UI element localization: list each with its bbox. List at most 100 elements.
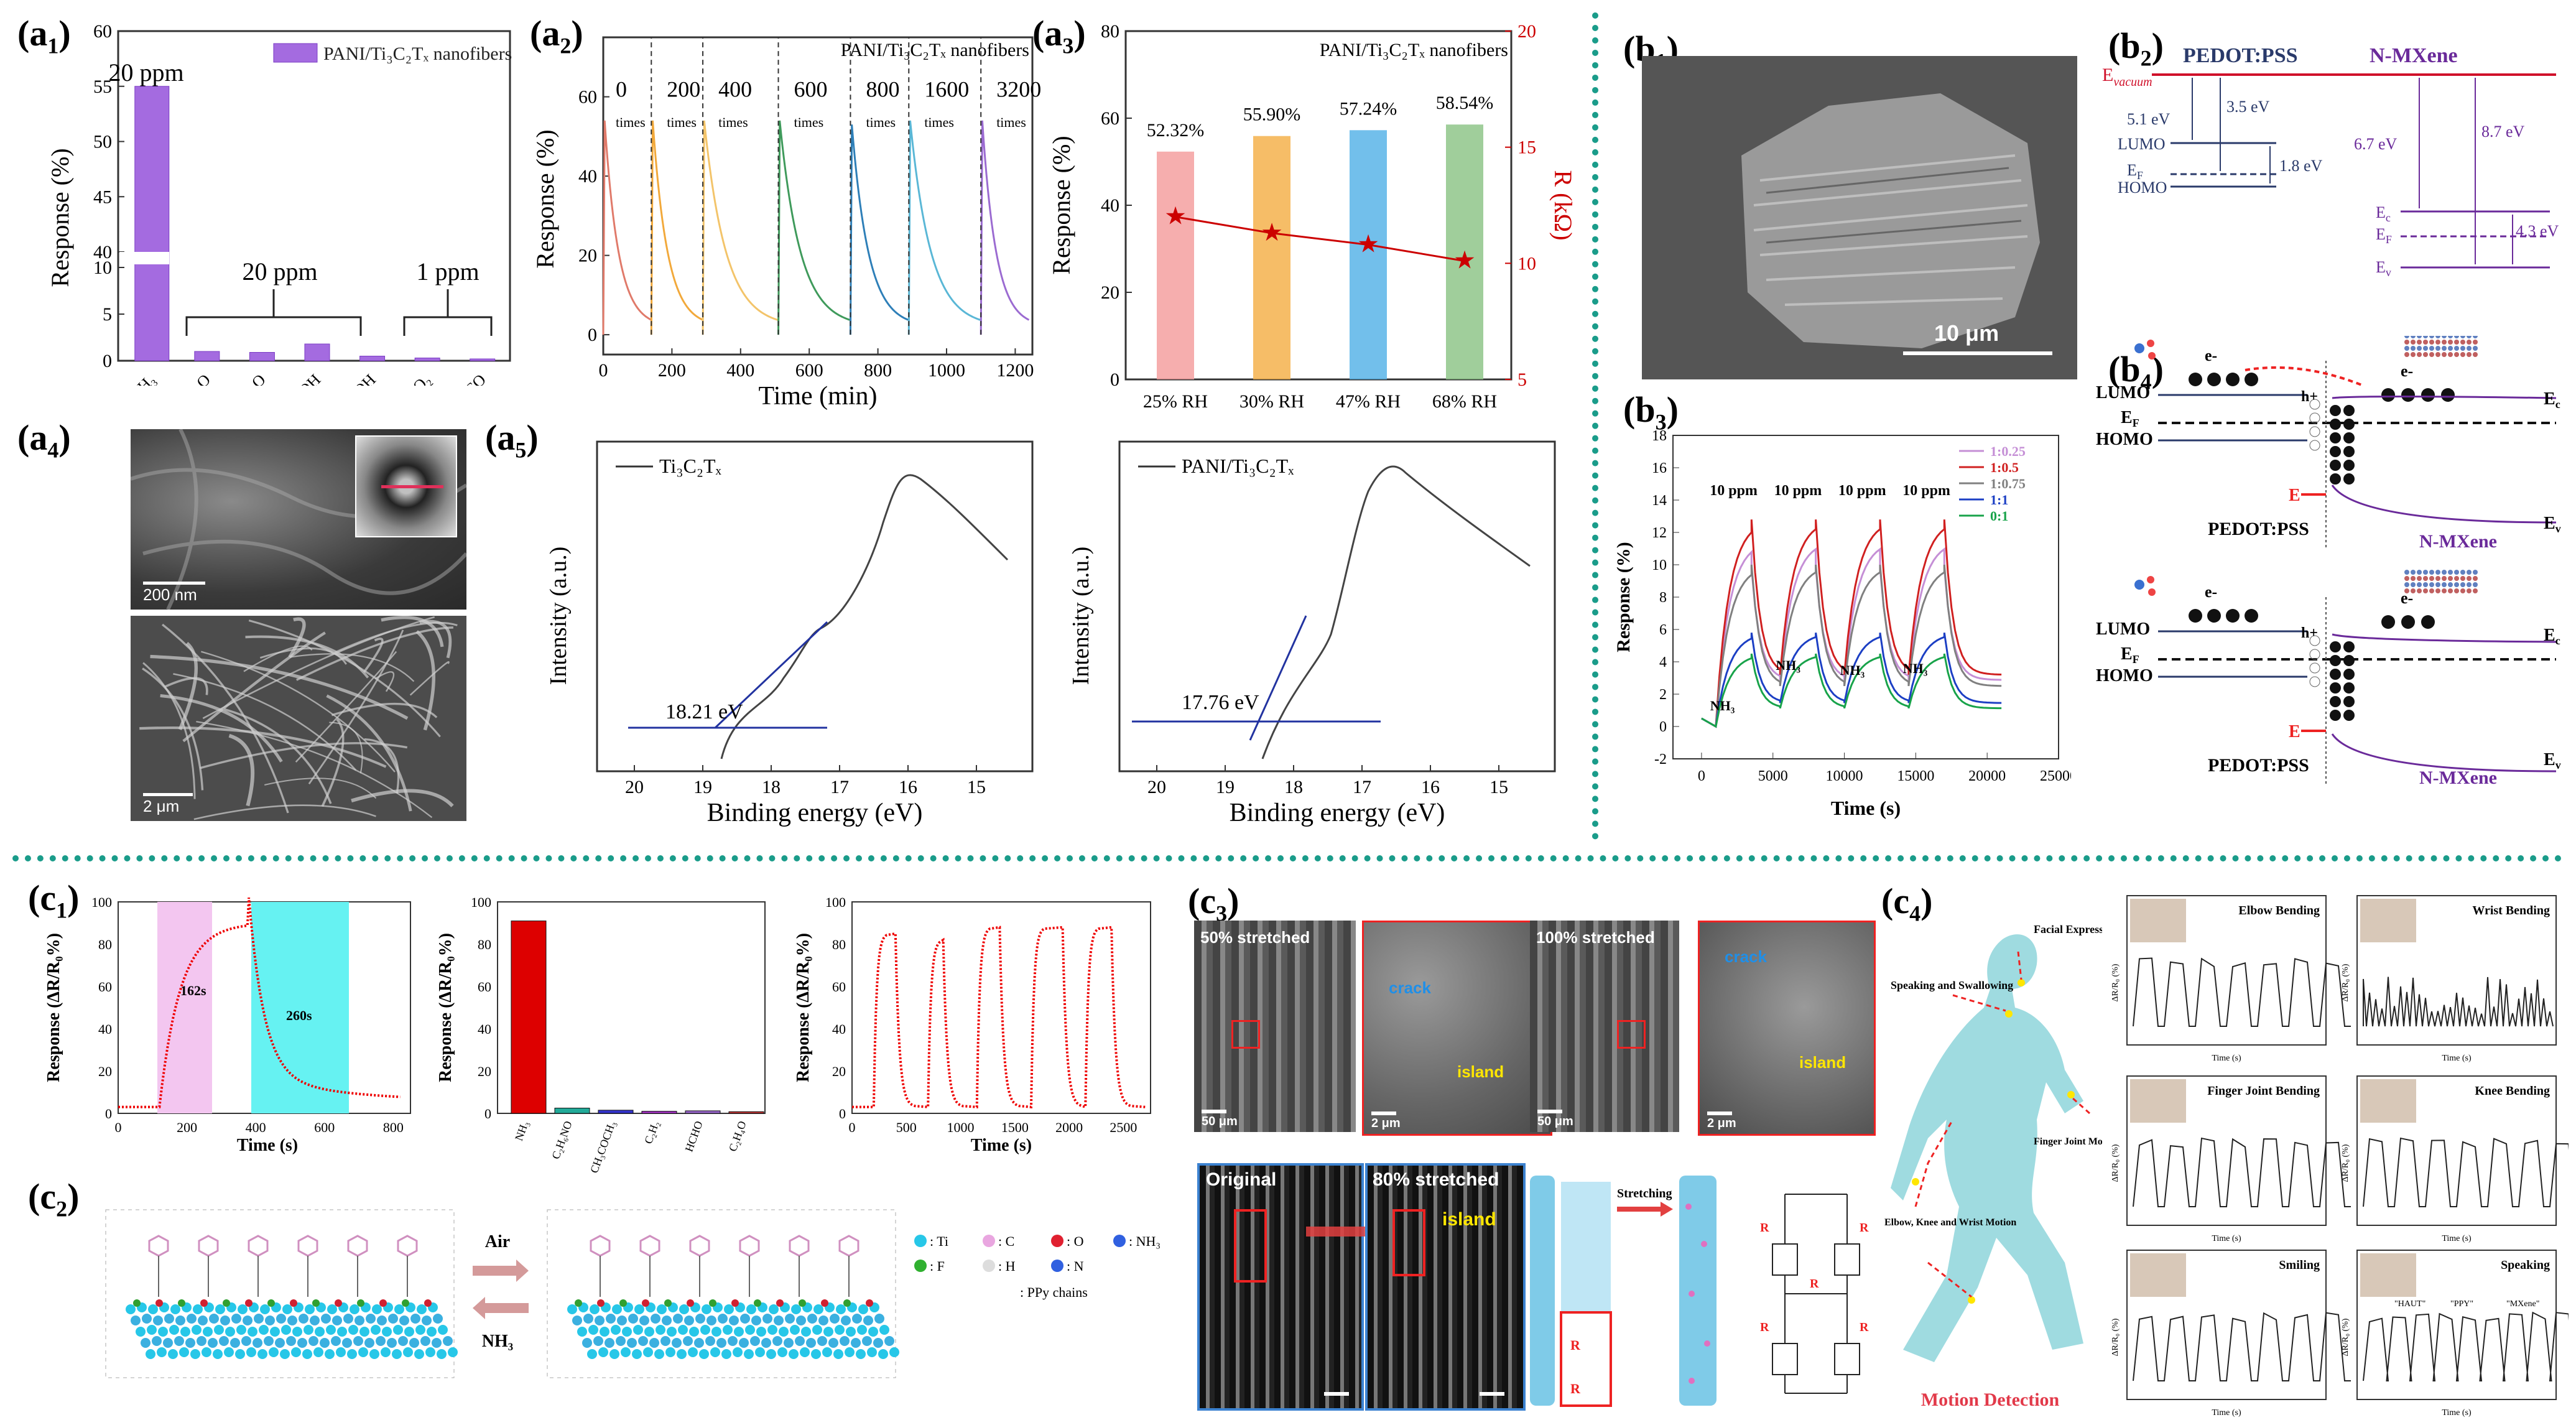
c4-photo [2360,1253,2416,1297]
c2-atom [873,1338,883,1348]
c1-cyc-ytick: 100 [825,894,846,910]
c3-label-50: 50% stretched [1200,928,1310,947]
a1-xcat: CO [461,371,489,386]
c2-atom [679,1304,689,1314]
c3-resistor [1772,1244,1797,1275]
c2-atom [660,1336,670,1346]
c3-optical-original: Original [1197,1163,1364,1411]
c3-island-80: island [1442,1209,1496,1230]
a2-title: PANI/Ti₃C₂Tₓ nanofibers [841,40,1029,60]
b3-legend-label: 1:0.25 [1990,443,2026,459]
b4-ec: Ec [2544,389,2560,411]
c2-atom [410,1314,420,1324]
b4-electron [2381,388,2395,402]
c2-atom [265,1316,275,1325]
b4-nmxene: N-MXene [2419,768,2497,788]
c2-atom [308,1336,318,1346]
a3-bar [1253,136,1290,379]
c2-atom [796,1316,806,1325]
c1-cyc-xtick: 500 [896,1120,917,1135]
c2-atom [325,1349,335,1359]
b4-hole [2310,663,2320,673]
a5-left-legend: Ti₃C₂Tₓ [659,455,722,477]
c2-atom [331,1336,341,1346]
c2-atom [420,1336,430,1346]
a4-scale-top: 200 nm [143,585,197,605]
c2-atom [755,1347,765,1357]
b2-87ev: 8.7 eV [2481,123,2525,141]
b2-lumo: LUMO [2118,135,2166,153]
vial-inset [355,435,457,537]
c2-atom [399,1316,409,1325]
b4-field-label: E [2289,722,2300,741]
c1-xlabel: Time (s) [237,1136,298,1155]
a3-resistance-line [1175,217,1465,261]
b4-e-label: e- [2401,362,2413,380]
b4-hole [2310,440,2320,450]
b3-ytick: 4 [1659,654,1667,671]
c3-80-label: 80% stretched [1373,1169,1499,1190]
c2-ppy-ring [199,1236,218,1256]
a2-ytick: 20 [578,246,597,266]
c2-atom [841,1316,851,1325]
b4-nmxene: N-MXene [2419,531,2497,552]
a5-right-legend: PANI/Ti₃C₂Tₓ [1182,455,1294,477]
c2-ppy-ring [740,1236,759,1256]
c1-ytick: 40 [98,1021,112,1037]
c2-atom [332,1316,342,1325]
a2-xtick: 600 [795,360,823,381]
a1-xcat: C₂H₅OH [326,371,379,386]
b4-e-label: e- [2401,589,2413,607]
c2-atom [432,1338,442,1348]
c2-atom [784,1338,794,1348]
c2-atom [297,1338,307,1348]
c2-atom [387,1338,397,1348]
a5-xtick: 20 [625,777,644,797]
c1-xtick: 400 [246,1120,266,1135]
b2-18ev: 1.8 eV [2279,157,2323,175]
b4-hole-dot [2330,696,2341,707]
c4-photo [2130,1079,2186,1123]
c1-ytick: 20 [98,1064,112,1079]
c2-atom [193,1304,203,1314]
c2-atom [734,1327,744,1337]
c2-surface-atom [178,1299,185,1307]
c2-atom [644,1327,654,1337]
a2-cycle-label: 0 [616,77,627,102]
c2-atom [739,1338,749,1348]
c2-atom [259,1325,269,1335]
c2-atom [422,1316,432,1325]
c1-bar [729,1111,764,1113]
c2-atom [769,1304,779,1314]
c2-atom [654,1349,664,1359]
c1-bar-cat: NH₃ [512,1120,531,1143]
c2-atom [616,1336,626,1346]
c2-atom [443,1336,453,1346]
c2-atom [394,1304,404,1314]
b4-pedot: PEDOT:PSS [2208,519,2309,539]
c2-atom [710,1347,720,1357]
c2-atom [667,1327,677,1337]
c4-photo [2360,899,2416,942]
c2-atom [791,1304,801,1314]
b3-ppm-label: 10 ppm [1774,483,1822,499]
c2-atom [567,1304,577,1314]
c2-atom [856,1349,866,1359]
c2-atom [800,1347,810,1357]
c3-resistor [1772,1343,1797,1375]
vertical-separator [1592,12,1598,840]
b4-ec-line [2332,634,2556,642]
c2-atom [651,1314,660,1324]
c4-word: "MXene" [2506,1299,2539,1309]
c4-motion-charts: Elbow BendingΔR/R₀ (%)Time (s)Wrist Bend… [2108,889,2569,1418]
c2-atom [366,1314,376,1324]
a3-resistance-marker: ★ [1357,230,1379,258]
c4-chart: Knee BendingΔR/R₀ (%)Time (s) [2341,1076,2569,1243]
b4-hole-dot [2343,641,2355,652]
c2-atom [684,1316,694,1325]
c1-bar-ytick: 60 [478,979,491,995]
b3-nh3-label: NH₃ [1840,662,1865,678]
a5-xtick: 16 [1421,777,1440,797]
c3-stretching: Stretching [1617,1187,1672,1200]
a3-ylabel: Response (%) [1047,136,1075,274]
